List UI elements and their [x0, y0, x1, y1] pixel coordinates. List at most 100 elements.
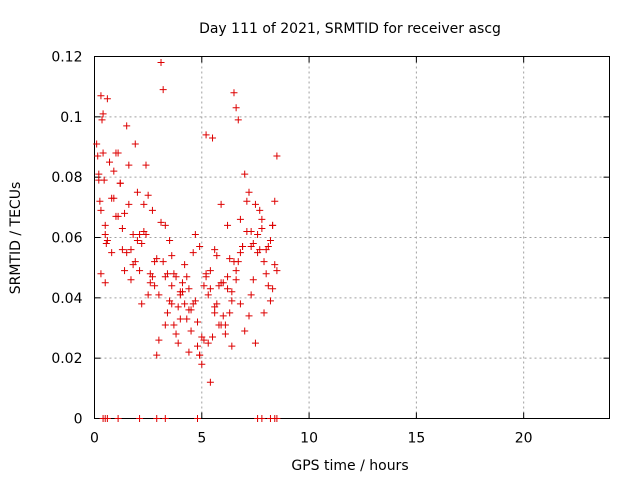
data-point — [187, 327, 195, 335]
data-points — [93, 59, 281, 422]
data-point — [125, 161, 133, 169]
data-point — [219, 279, 227, 287]
data-point — [153, 351, 161, 359]
data-point — [151, 282, 159, 290]
data-point — [185, 285, 193, 293]
data-point — [161, 415, 169, 422]
data-point — [163, 309, 171, 317]
data-point — [191, 297, 199, 305]
data-point — [133, 237, 141, 245]
data-point — [232, 267, 240, 275]
data-point — [161, 221, 169, 229]
data-point — [129, 261, 137, 269]
data-point — [202, 270, 210, 278]
data-point — [258, 415, 266, 422]
data-point — [269, 285, 277, 293]
data-point — [103, 415, 111, 422]
data-point — [266, 237, 274, 245]
data-point — [176, 315, 184, 323]
data-point — [228, 288, 236, 296]
data-point — [204, 291, 212, 299]
x-tick-label: 0 — [90, 431, 99, 447]
data-point — [144, 291, 152, 299]
data-point — [183, 273, 191, 281]
x-tick-label: 10 — [300, 431, 318, 447]
x-tick-label: 5 — [197, 431, 206, 447]
data-point — [114, 212, 122, 220]
data-point — [204, 339, 212, 347]
data-point — [230, 89, 238, 97]
data-point — [215, 282, 223, 290]
data-point — [260, 309, 268, 317]
data-point — [148, 273, 156, 281]
data-point — [148, 206, 156, 214]
data-point — [211, 246, 219, 254]
data-point — [224, 273, 232, 281]
data-point — [98, 116, 106, 124]
data-point — [163, 270, 171, 278]
data-point — [138, 240, 146, 248]
data-point — [239, 243, 247, 251]
y-tick-label: 0.08 — [51, 170, 82, 186]
axis-ticks: 0 0.02 0.04 0.06 0.08 0.1 0.12 0 5 10 15 20 — [51, 50, 610, 447]
data-point — [159, 258, 167, 266]
data-point — [157, 59, 165, 67]
data-point — [241, 170, 249, 178]
data-point — [251, 339, 259, 347]
data-point — [247, 243, 255, 251]
data-point — [174, 303, 182, 311]
data-point — [256, 246, 264, 254]
data-point — [121, 209, 129, 217]
data-point — [236, 249, 244, 257]
data-point — [228, 342, 236, 350]
data-point — [106, 158, 114, 166]
data-point — [181, 300, 189, 308]
data-point — [221, 321, 229, 329]
data-point — [103, 237, 111, 245]
data-point — [202, 131, 210, 139]
data-point — [273, 267, 281, 275]
data-point — [196, 351, 204, 359]
data-point — [185, 306, 193, 314]
data-point — [116, 179, 124, 187]
data-point — [110, 167, 118, 175]
data-point — [219, 312, 227, 320]
data-point — [101, 230, 109, 238]
data-point — [226, 255, 234, 263]
data-point — [102, 240, 110, 248]
data-point — [96, 197, 104, 205]
data-point — [172, 330, 180, 338]
data-point — [198, 360, 206, 368]
data-point — [200, 282, 208, 290]
data-point — [273, 152, 281, 160]
data-point — [170, 321, 178, 329]
data-point — [264, 282, 272, 290]
data-point — [236, 300, 244, 308]
data-point — [97, 206, 105, 214]
data-point — [209, 134, 217, 142]
data-point — [232, 104, 240, 112]
gridlines — [94, 56, 610, 419]
data-point — [273, 415, 281, 422]
data-point — [157, 218, 165, 226]
data-point — [136, 267, 144, 275]
data-point — [118, 224, 126, 232]
data-point — [99, 110, 107, 118]
data-point — [97, 92, 105, 100]
x-axis-label: GPS time / hours — [291, 458, 408, 474]
data-point — [138, 300, 146, 308]
data-point — [217, 200, 225, 208]
data-point — [136, 415, 144, 422]
data-point — [226, 309, 234, 317]
data-point — [243, 227, 251, 235]
data-point — [245, 312, 253, 320]
data-point — [118, 246, 126, 254]
data-point — [194, 318, 201, 326]
data-point — [114, 415, 122, 422]
data-point — [127, 276, 135, 284]
data-point — [103, 95, 111, 103]
data-point — [142, 230, 150, 238]
data-point — [123, 122, 131, 130]
data-point — [131, 140, 139, 148]
